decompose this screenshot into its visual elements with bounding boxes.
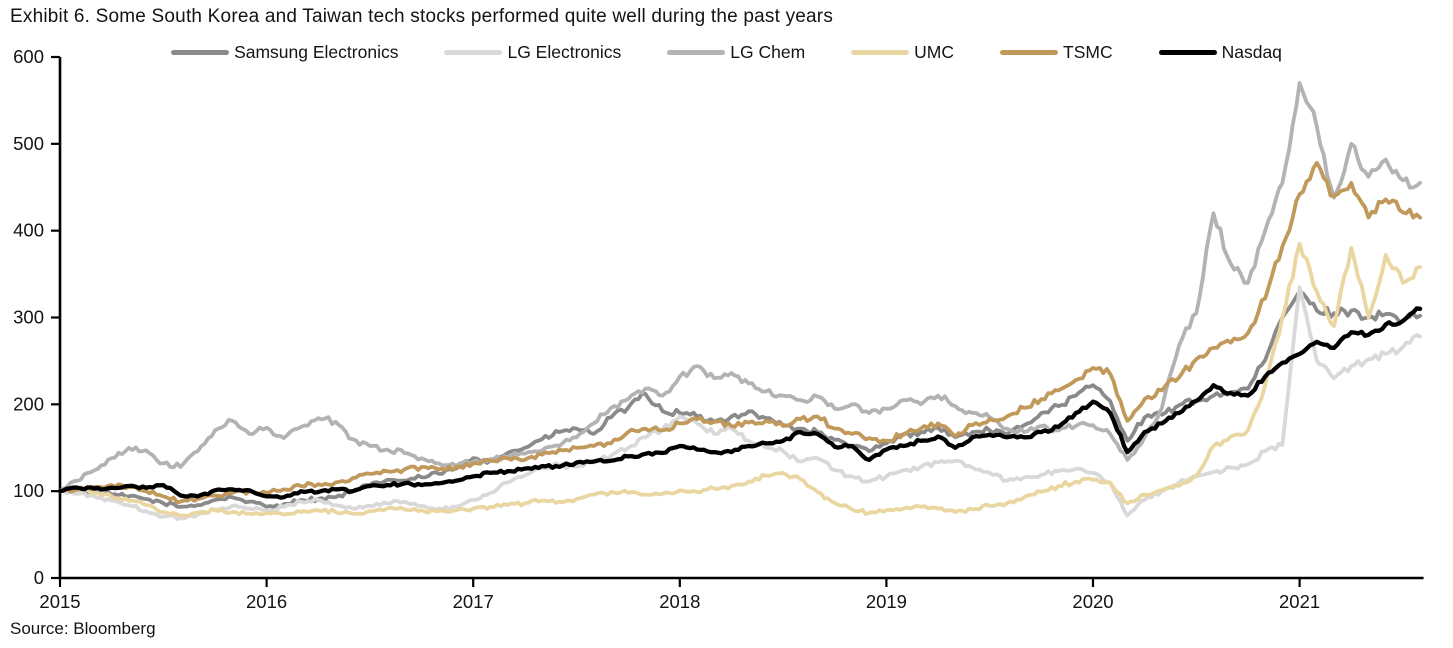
- x-tick-label: 2021: [1279, 591, 1320, 612]
- x-tick-label: 2019: [866, 591, 907, 612]
- legend-label-lg-chem: LG Chem: [730, 42, 806, 62]
- x-tick-label: 2017: [453, 591, 494, 612]
- series-line-nasdaq: [57, 306, 1423, 500]
- y-tick-label: 400: [13, 220, 44, 241]
- source-note: Source: Bloomberg: [10, 619, 156, 638]
- axis-lines: [58, 57, 1424, 580]
- legend-item-lg-electronics: LG Electronics: [444, 42, 621, 63]
- legend-swatch-tsmc: [1000, 50, 1059, 55]
- series-line-umc: [58, 241, 1422, 519]
- legend-item-nasdaq: Nasdaq: [1158, 42, 1282, 63]
- legend-label-lg-electronics: LG Electronics: [507, 42, 622, 62]
- x-tick-label: 2016: [246, 591, 287, 612]
- legend-label-tsmc: TSMC: [1063, 42, 1113, 62]
- legend-label-samsung-electronics: Samsung Electronics: [234, 42, 399, 62]
- legend-swatch-samsung-electronics: [171, 50, 230, 55]
- legend-item-samsung-electronics: Samsung Electronics: [171, 42, 398, 63]
- series-line-lg-chem: [58, 81, 1422, 494]
- series-line-tsmc: [58, 161, 1422, 505]
- y-tick-label: 0: [34, 567, 44, 588]
- legend-item-tsmc: TSMC: [1000, 42, 1113, 63]
- legend-swatch-lg-chem: [667, 50, 726, 55]
- x-tick-label: 2020: [1072, 591, 1113, 612]
- legend-item-lg-chem: LG Chem: [667, 42, 805, 63]
- series-line-samsung-electronics: [58, 289, 1422, 509]
- y-tick-label: 500: [13, 133, 44, 154]
- chart-legend: Samsung Electronics LG Electronics LG Ch…: [0, 42, 1453, 63]
- chart-title: Exhibit 6. Some South Korea and Taiwan t…: [10, 6, 834, 27]
- y-tick-label: 300: [13, 307, 44, 328]
- legend-swatch-lg-electronics: [444, 50, 503, 55]
- y-tick-label: 200: [13, 393, 44, 414]
- y-tick-label: 100: [13, 480, 44, 501]
- x-tick-label: 2015: [39, 591, 80, 612]
- legend-swatch-nasdaq: [1158, 50, 1217, 55]
- legend-item-umc: UMC: [851, 42, 954, 63]
- legend-swatch-umc: [851, 50, 910, 55]
- x-tick-label: 2018: [659, 591, 700, 612]
- legend-label-nasdaq: Nasdaq: [1221, 42, 1282, 62]
- legend-label-umc: UMC: [914, 42, 955, 62]
- y-tick-label: 600: [13, 46, 44, 67]
